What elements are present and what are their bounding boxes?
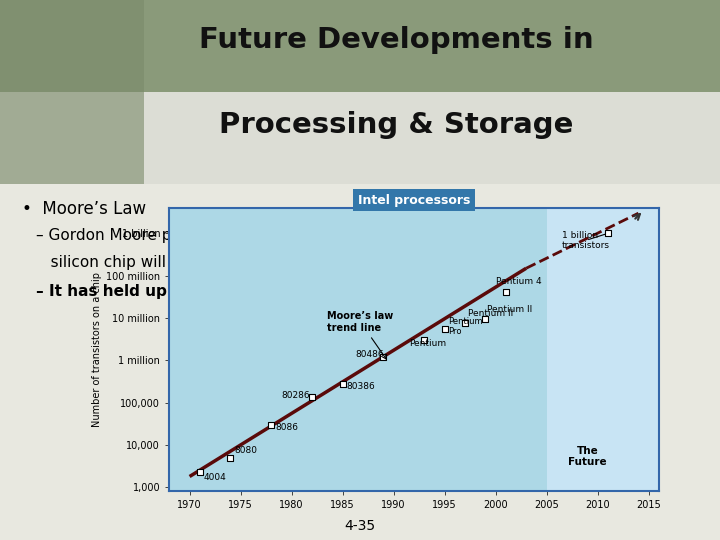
Point — [225, 454, 236, 462]
Bar — [0, 92, 720, 184]
Text: silicon chip will double every 18 months: silicon chip will double every 18 months — [36, 255, 358, 270]
Text: Pentium II: Pentium II — [468, 309, 513, 318]
Text: Pentium II: Pentium II — [487, 305, 533, 314]
Text: 8086: 8086 — [275, 423, 298, 433]
Text: Pentium
Pro: Pentium Pro — [448, 316, 482, 336]
Text: 80386: 80386 — [347, 382, 375, 391]
Text: •  Moore’s Law: • Moore’s Law — [22, 200, 145, 218]
Text: Future Developments in: Future Developments in — [199, 26, 593, 55]
Point — [194, 468, 205, 476]
Text: The
Future: The Future — [568, 446, 607, 467]
Text: 4004: 4004 — [204, 473, 227, 482]
Title: Intel processors: Intel processors — [358, 194, 470, 207]
Text: 4-35: 4-35 — [344, 519, 376, 533]
Text: Pentium: Pentium — [409, 339, 446, 348]
Point — [459, 319, 471, 328]
Text: 1 billion
transistors: 1 billion transistors — [562, 231, 610, 250]
Point — [602, 229, 613, 238]
Point — [266, 421, 277, 430]
Bar — [0, 0, 144, 184]
Point — [418, 335, 430, 344]
Bar — [546, 208, 659, 491]
Text: 8080: 8080 — [235, 446, 258, 455]
Text: Processing & Storage: Processing & Storage — [219, 111, 573, 139]
Point — [378, 353, 390, 361]
Point — [337, 380, 348, 388]
Text: 80486: 80486 — [356, 350, 384, 359]
Point — [306, 393, 318, 402]
Point — [439, 325, 451, 333]
Text: – It has held up since the 1960s!: – It has held up since the 1960s! — [36, 284, 314, 299]
Bar — [0, 0, 720, 92]
Point — [500, 287, 511, 296]
Text: – Gordon Moore predicted the number of transistors on a: – Gordon Moore predicted the number of t… — [36, 228, 473, 243]
Y-axis label: Number of transistors on a chip: Number of transistors on a chip — [92, 272, 102, 427]
Text: Pentium 4: Pentium 4 — [495, 276, 541, 286]
Text: 80286: 80286 — [282, 391, 310, 400]
Point — [480, 315, 491, 323]
Text: Moore’s law
trend line: Moore’s law trend line — [328, 311, 394, 359]
